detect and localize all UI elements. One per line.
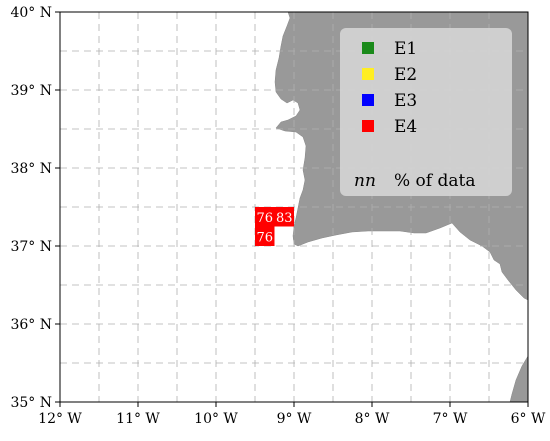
legend-nn-label: % of data — [394, 171, 475, 191]
data-cell-value: 76 — [256, 211, 273, 226]
y-tick-label: 40° N — [10, 5, 52, 21]
axis-ticks: 12° W 11° W 10° W 9° W 8° W 7° W 6° W 40° N 39° … — [10, 5, 545, 427]
legend-swatch-e2 — [362, 68, 374, 80]
data-cell-value: 83 — [276, 211, 293, 226]
data-cell — [255, 207, 275, 227]
x-tick-label: 9° W — [277, 411, 312, 427]
y-tick-label: 39° N — [10, 83, 52, 99]
x-tick-label: 7° W — [433, 411, 468, 427]
y-tick-label: 38° N — [10, 161, 52, 177]
legend-label-e4: E4 — [394, 117, 417, 137]
legend-swatch-e3 — [362, 94, 374, 106]
legend-swatch-e4 — [362, 120, 374, 132]
y-tick-label: 37° N — [10, 239, 52, 255]
data-cell — [255, 226, 275, 246]
legend: E1 E2 E3 E4 nn % of data — [340, 28, 512, 196]
legend-label-e2: E2 — [394, 65, 417, 85]
x-tick-label: 8° W — [355, 411, 390, 427]
data-cell-value: 76 — [256, 230, 273, 245]
y-tick-label: 36° N — [10, 317, 52, 333]
x-tick-label: 6° W — [511, 411, 546, 427]
legend-box — [340, 28, 512, 196]
legend-label-e1: E1 — [394, 39, 417, 59]
legend-swatch-e1 — [362, 42, 374, 54]
x-tick-label: 12° W — [38, 411, 82, 427]
data-cell — [274, 207, 294, 227]
legend-nn-symbol: nn — [354, 171, 376, 191]
land-africa — [509, 355, 528, 402]
y-tick-label: 35° N — [10, 395, 52, 411]
legend-label-e3: E3 — [394, 91, 417, 111]
x-tick-label: 11° W — [116, 411, 160, 427]
x-tick-label: 10° W — [194, 411, 238, 427]
